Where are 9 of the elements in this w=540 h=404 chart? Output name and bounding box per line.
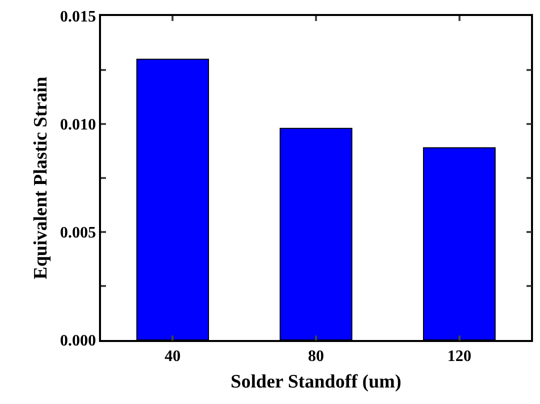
y-tick-label: 0.000 <box>60 332 96 350</box>
y-axis-title: Equivalent Plastic Strain <box>30 76 52 280</box>
x-axis-title: Solder Standoff (um) <box>230 371 402 392</box>
y-tick-label: 0.010 <box>60 116 96 134</box>
x-tick-label: 80 <box>308 348 324 365</box>
y-tick-label: 0.005 <box>60 224 96 242</box>
x-tick-label: 120 <box>447 348 472 365</box>
y-tick-label: 0.015 <box>60 8 96 26</box>
x-tick-label: 40 <box>164 348 181 365</box>
